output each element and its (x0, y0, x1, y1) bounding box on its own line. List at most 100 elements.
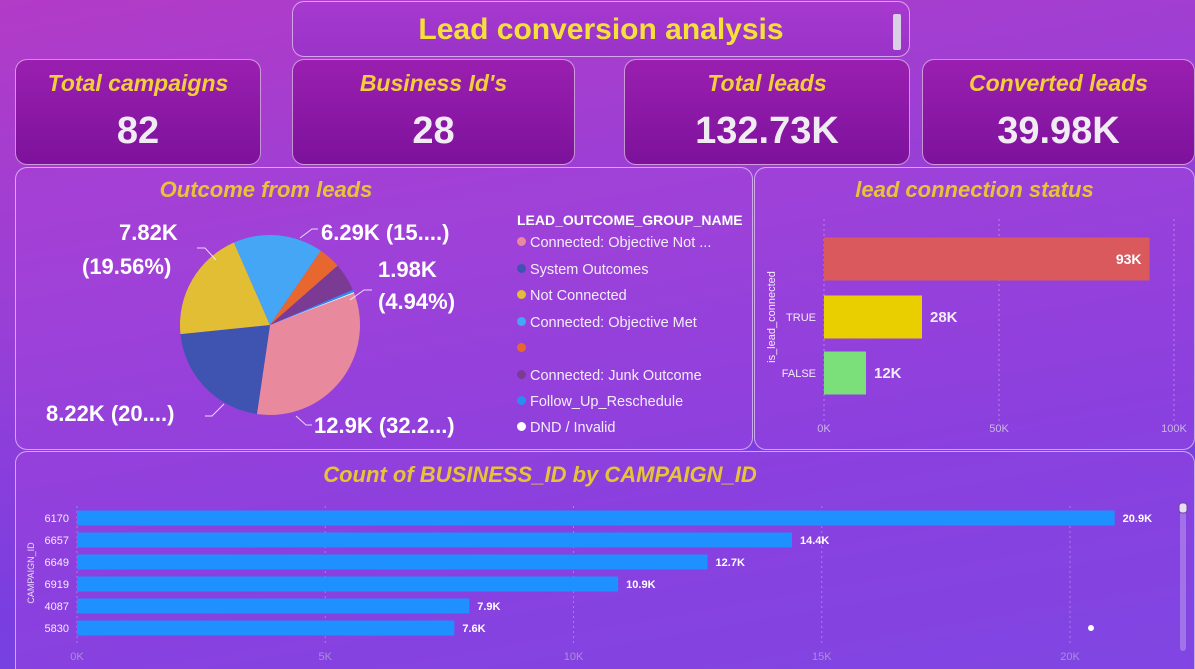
campaign-bar[interactable] (77, 620, 455, 636)
pie-slice[interactable] (270, 289, 354, 325)
bar-data-label: 12.7K (716, 557, 745, 569)
header-scroll-handle[interactable] (893, 14, 901, 50)
connection-bar[interactable] (824, 351, 866, 395)
legend-label: DND / Invalid (530, 420, 616, 436)
legend-label: System Outcomes (530, 262, 649, 278)
x-tick-label: 20K (1060, 651, 1080, 663)
kpi-value: 28 (412, 110, 455, 152)
kpi-converted-leads[interactable]: Converted leads 39.98K (922, 59, 1195, 165)
bar-data-label: 7.6K (462, 623, 485, 635)
kpi-business-ids[interactable]: Business Id's 28 (292, 59, 575, 165)
legend-dot-5 (517, 370, 526, 379)
category-label: 6919 (45, 579, 69, 591)
kpi-total-campaigns[interactable]: Total campaigns 82 (15, 59, 261, 165)
pie-data-label: 7.82K (119, 220, 178, 245)
outcome-pie-panel[interactable]: Outcome from leads (15, 167, 753, 450)
pie-data-label: 8.22K (20....) (46, 401, 175, 426)
pie-data-label: 1.98K (378, 257, 437, 282)
legend-label: Connected: Objective Not ... (530, 235, 712, 251)
category-label: FALSE (782, 368, 816, 380)
pie-slice[interactable] (270, 250, 338, 325)
campaign-bar[interactable] (77, 510, 1115, 526)
campaign-bar[interactable] (77, 532, 792, 548)
legend-dot-6 (517, 396, 526, 405)
pie-data-label: 12.9K (32.2...) (314, 413, 455, 438)
campaign-bar[interactable] (77, 554, 708, 570)
legend-dot-2 (517, 290, 526, 299)
x-tick-label: 5K (319, 651, 333, 663)
category-label: 6657 (45, 535, 69, 547)
kpi-total-leads[interactable]: Total leads 132.73K (624, 59, 910, 165)
campaign-bar-chart[interactable]: 0K 5K 10K 15K 20K CAMPAIGN_ID 6170 20.9K 6657 14.… (0, 451, 1195, 669)
legend-label: Connected: Objective Met (530, 315, 697, 331)
legend-dot-7 (517, 422, 526, 431)
legend-label: Connected: Junk Outcome (530, 368, 702, 384)
legend-label: Follow_Up_Reschedule (530, 394, 684, 410)
legend-dot-1 (517, 264, 526, 273)
legend-item[interactable]: System Outcomes (517, 262, 648, 278)
kpi-label: Converted leads (969, 70, 1148, 96)
scrollbar-thumb[interactable] (1178, 502, 1188, 514)
legend-item[interactable]: Connected: Objective Met (517, 315, 697, 331)
campaign-bar[interactable] (77, 576, 619, 592)
legend-dot-0 (517, 237, 526, 246)
pie-data-label: 6.29K (15....) (321, 220, 450, 245)
pie-slice[interactable] (233, 235, 321, 325)
connection-bar[interactable] (824, 295, 922, 339)
kpi-value: 39.98K (997, 110, 1120, 152)
bar-data-label: 14.4K (800, 535, 829, 547)
pie-slice[interactable] (180, 242, 270, 335)
pie-leader-line (299, 228, 318, 239)
x-tick-label: 0K (817, 423, 831, 435)
bar-data-label: 20.9K (1123, 513, 1152, 525)
legend-item[interactable] (517, 341, 530, 357)
bar-data-label: 10.9K (626, 579, 655, 591)
x-tick-label: 50K (989, 423, 1009, 435)
bar-data-label: 28K (930, 309, 958, 326)
legend-item[interactable]: Connected: Objective Not ... (517, 235, 711, 251)
connection-bar-chart[interactable]: 0K 50K 100K is_lead_connected 93K TRUE 28K FALS… (754, 167, 1195, 450)
x-tick-label: 100K (1161, 423, 1187, 435)
legend-item[interactable]: Not Connected (517, 288, 627, 304)
pie-leader-line (197, 247, 217, 261)
legend-item[interactable]: DND / Invalid (517, 420, 615, 436)
pie-slice[interactable] (180, 325, 270, 415)
y-axis-title: is_lead_connected (766, 271, 778, 363)
bar-data-label: 93K (1116, 251, 1142, 267)
y-axis-title: CAMPAIGN_ID (26, 542, 36, 604)
report-header: Lead conversion analysis (292, 1, 910, 57)
pie-slice[interactable] (270, 265, 353, 325)
bar-data-label: 7.9K (477, 601, 500, 613)
kpi-value: 132.73K (695, 110, 839, 152)
kpi-label: Business Id's (359, 70, 508, 96)
pie-leader-line (295, 415, 312, 426)
legend-item[interactable]: Follow_Up_Reschedule (517, 394, 683, 410)
category-label: 6170 (45, 513, 69, 525)
pie-slice[interactable] (270, 292, 355, 325)
campaign-bar[interactable] (77, 598, 470, 614)
cursor-dot (1088, 625, 1094, 631)
x-tick-label: 10K (564, 651, 584, 663)
legend-item[interactable]: Connected: Junk Outcome (517, 368, 702, 384)
legend-dot-4 (517, 343, 526, 352)
kpi-label: Total campaigns (47, 70, 229, 96)
category-label: 4087 (45, 601, 69, 613)
kpi-label: Total leads (707, 70, 827, 96)
x-tick-label: 15K (812, 651, 832, 663)
pie-leader-line (205, 403, 225, 417)
category-label: 5830 (45, 623, 69, 635)
pie-data-label: (19.56%) (82, 254, 172, 279)
kpi-value: 82 (116, 110, 160, 152)
scrollbar-track[interactable] (1180, 503, 1186, 651)
pie-slice[interactable] (256, 293, 360, 416)
pie-panel-title: Outcome from leads (159, 177, 373, 202)
legend-label: Not Connected (530, 288, 627, 304)
category-label: 6649 (45, 557, 69, 569)
connection-bar[interactable] (824, 237, 1150, 281)
pie-data-label: (4.94%) (378, 289, 456, 314)
pie-legend-title: LEAD_OUTCOME_GROUP_NAME (517, 212, 743, 228)
campaign-panel-title: Count of BUSINESS_ID by CAMPAIGN_ID (323, 462, 757, 487)
bar-data-label: 12K (874, 365, 902, 382)
category-label: TRUE (786, 312, 816, 324)
